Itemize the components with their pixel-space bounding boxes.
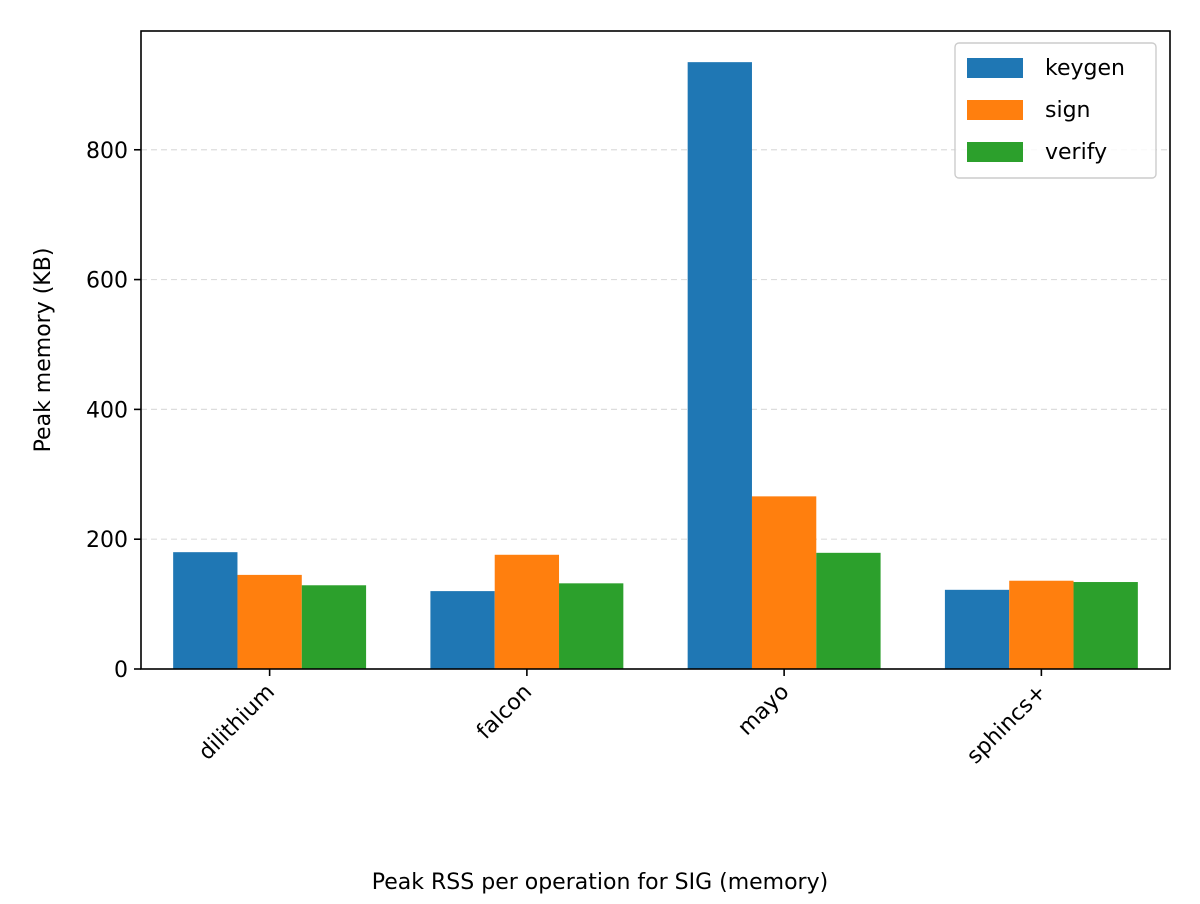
chart-caption: Peak RSS per operation for SIG (memory) xyxy=(372,870,828,895)
grid-lines xyxy=(141,149,1170,540)
y-tick-label: 800 xyxy=(86,139,128,164)
bar-verify-dilithium xyxy=(301,585,367,669)
legend-swatch-verify xyxy=(967,142,1023,162)
legend-swatch-keygen xyxy=(967,58,1023,78)
legend-swatch-sign xyxy=(967,100,1023,120)
y-tick-label: 400 xyxy=(86,398,128,423)
bar-keygen-dilithium xyxy=(173,552,238,669)
plot-frame xyxy=(140,30,1171,670)
legend-label-sign: sign xyxy=(1045,98,1090,123)
y-axis-ticks: 0 200 400 600 800 xyxy=(86,139,141,683)
bars xyxy=(173,62,1138,669)
bar-sign-dilithium xyxy=(237,574,302,669)
legend-label-verify: verify xyxy=(1045,140,1107,165)
bar-verify-mayo xyxy=(816,552,881,669)
bar-sign-mayo xyxy=(751,496,817,669)
y-tick-label: 600 xyxy=(86,269,128,294)
y-tick-label: 0 xyxy=(114,658,128,683)
legend-label-keygen: keygen xyxy=(1045,56,1125,81)
legend: keygen sign verify xyxy=(954,42,1157,179)
bar-sign-falcon xyxy=(494,554,560,669)
bar-keygen-falcon xyxy=(430,591,495,669)
bar-sign-sphincs xyxy=(1009,580,1074,669)
bar-keygen-mayo xyxy=(687,62,752,669)
bar-verify-sphincs xyxy=(1073,582,1138,669)
bar-verify-falcon xyxy=(559,583,624,669)
y-axis-label: Peak memory (KB) xyxy=(31,248,56,453)
bar-keygen-sphincs xyxy=(944,589,1010,669)
y-tick-label: 200 xyxy=(86,528,128,553)
